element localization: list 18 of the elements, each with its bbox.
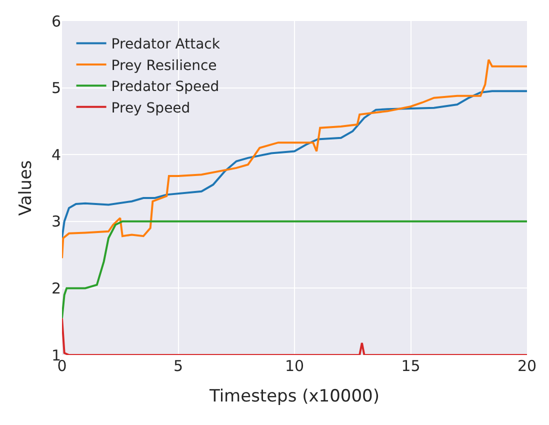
legend-label: Prey Resilience [111,58,217,74]
y-tick-label: 3 [51,212,61,231]
line-series [62,58,527,260]
legend-label: Predator Attack [111,36,221,53]
y-axis-title: Values [16,160,36,216]
y-tick-label: 4 [51,146,61,164]
legend-label: Prey Speed [111,100,190,116]
legend-label: Predator Speed [111,79,220,96]
line-series [62,317,527,355]
x-tick-label: 5 [173,357,184,375]
y-tick-label: 6 [51,12,61,30]
x-axis-title: Timesteps (x10000) [208,386,380,406]
y-tick-label: 5 [51,79,61,98]
x-tick-label: 20 [517,357,537,375]
y-tick-label: 2 [51,279,61,298]
x-tick-label: 10 [284,357,304,375]
x-tick-label: 15 [401,357,420,375]
line-series [62,220,527,320]
